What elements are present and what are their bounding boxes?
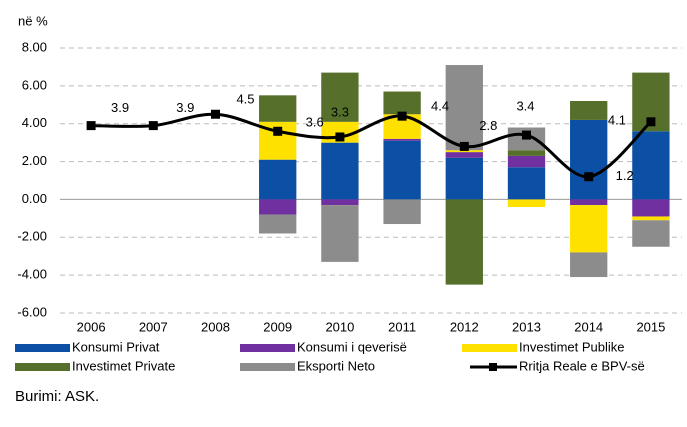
data-label: 3.9 xyxy=(111,100,129,115)
bar-segment xyxy=(507,155,546,168)
y-axis-label: në % xyxy=(18,13,48,28)
bar-segment xyxy=(570,252,608,278)
bar-segment xyxy=(321,72,359,122)
legend-label: Rritja Reale e BPV-së xyxy=(519,358,645,373)
line-marker xyxy=(646,117,656,127)
y-tick-label: -4.00 xyxy=(17,267,47,282)
legend-swatch xyxy=(15,363,70,371)
line-marker xyxy=(584,172,594,182)
y-tick-label: -6.00 xyxy=(17,304,47,319)
legend-label: Investimet Private xyxy=(72,358,175,373)
bar-segment xyxy=(507,167,546,200)
y-tick-label: 0.00 xyxy=(22,191,47,206)
legend-swatch xyxy=(240,344,295,352)
x-tick-label: 2013 xyxy=(512,319,541,334)
legend-label: Investimet Publike xyxy=(519,339,625,354)
bar-segment xyxy=(445,199,483,285)
y-tick-label: 2.00 xyxy=(22,153,47,168)
line-marker xyxy=(273,126,283,136)
bar-segment xyxy=(445,157,483,200)
source-note: Burimi: ASK. xyxy=(15,388,99,405)
line xyxy=(91,112,652,179)
line-marker xyxy=(148,121,158,131)
data-label: 1.2 xyxy=(616,168,634,183)
line-marker xyxy=(335,132,345,142)
legend-label: Konsumi Privat xyxy=(72,339,160,354)
data-label: 3.9 xyxy=(176,100,194,115)
bar-segment xyxy=(632,199,670,217)
bar-segment xyxy=(507,199,546,207)
data-label: 3.6 xyxy=(306,115,324,130)
bar-segment xyxy=(570,199,608,206)
bar-segment xyxy=(632,220,670,247)
line-marker xyxy=(459,141,469,151)
data-label: 2.8 xyxy=(479,118,497,133)
y-tick-label: 4.00 xyxy=(22,115,47,130)
y-tick-label: 8.00 xyxy=(22,39,47,54)
bar-segment xyxy=(259,159,297,200)
bar-segment xyxy=(383,91,421,115)
x-tick-label: 2007 xyxy=(139,319,168,334)
bar-segment xyxy=(259,214,297,234)
line-marker xyxy=(522,130,531,140)
line-marker xyxy=(397,111,407,121)
data-label: 3.4 xyxy=(516,99,534,114)
x-tick-label: 2009 xyxy=(263,319,292,334)
y-tick-label: -2.00 xyxy=(17,229,47,244)
data-label: 4.1 xyxy=(608,112,626,127)
x-tick-label: 2012 xyxy=(450,319,479,334)
legend-label: Eksporti Neto xyxy=(297,358,375,373)
bar-segment xyxy=(570,101,608,120)
bar-segment xyxy=(321,199,359,206)
legend-swatch xyxy=(15,344,70,352)
bar-segment xyxy=(570,119,608,200)
bar-segment xyxy=(259,95,297,122)
x-tick-label: 2006 xyxy=(77,319,106,334)
y-tick-label: 6.00 xyxy=(22,77,47,92)
bar-segment xyxy=(570,205,608,253)
bar-segment xyxy=(383,199,421,225)
x-tick-label: 2015 xyxy=(636,319,665,334)
legend-marker xyxy=(489,363,497,371)
legend-label: Konsumi i qeverisë xyxy=(297,339,407,354)
bar-segment xyxy=(507,150,546,156)
x-tick-label: 2014 xyxy=(574,319,603,334)
x-tick-label: 2011 xyxy=(388,319,416,334)
data-label: 4.5 xyxy=(236,92,254,107)
line-marker xyxy=(86,121,96,131)
bar-segment xyxy=(632,131,670,200)
x-tick-label: 2008 xyxy=(201,319,230,334)
legend-swatch xyxy=(462,344,517,352)
bar-segment xyxy=(445,152,483,158)
legend-swatch xyxy=(240,363,295,371)
bar-segment xyxy=(383,138,421,141)
bar-segment xyxy=(383,140,421,200)
line-marker xyxy=(211,109,220,119)
data-label: 3.3 xyxy=(331,104,349,119)
bar-segment xyxy=(321,205,359,262)
bar-segment xyxy=(259,199,297,215)
x-tick-label: 2010 xyxy=(325,319,354,334)
data-label: 4.4 xyxy=(431,99,449,114)
bar-segment xyxy=(445,65,483,151)
bar-segment xyxy=(632,216,670,221)
bar-segment xyxy=(321,142,359,200)
bar-segment xyxy=(445,150,483,153)
